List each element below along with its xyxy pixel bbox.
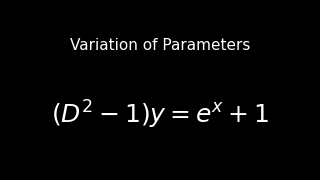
Text: $(D^2 - 1)y = e^x + 1$: $(D^2 - 1)y = e^x + 1$ [51, 99, 269, 131]
Text: Variation of Parameters: Variation of Parameters [70, 37, 250, 53]
